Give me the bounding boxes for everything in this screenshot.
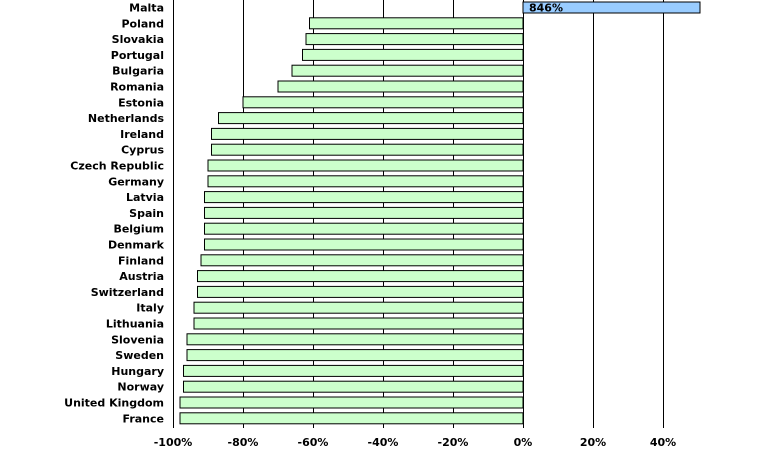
bar-sweden: [186, 349, 524, 362]
bar-spain: [204, 206, 524, 219]
category-label: Cyprus: [121, 144, 164, 157]
bar-france: [179, 412, 524, 425]
category-label: Italy: [136, 302, 164, 315]
bar-slovenia: [186, 333, 524, 346]
category-label: Spain: [129, 207, 164, 220]
x-tick-label: 0%: [514, 436, 533, 449]
x-tick-label: -40%: [368, 436, 399, 449]
category-label: Bulgaria: [112, 65, 164, 78]
category-label: Austria: [119, 270, 164, 283]
bar-bulgaria: [291, 64, 524, 77]
bar-belgium: [204, 222, 524, 235]
bar-netherlands: [218, 112, 524, 125]
category-label: Romania: [110, 81, 164, 94]
bar-denmark: [204, 238, 524, 251]
category-label: Netherlands: [88, 112, 165, 125]
x-tick-label: -20%: [438, 436, 469, 449]
x-tick-labels: -100% -80% -60% -40% -20% 0% 20% 40%: [154, 436, 676, 449]
bar-switzerland: [197, 285, 524, 298]
bar-czech-republic: [207, 159, 524, 172]
bar-malta: [522, 1, 701, 14]
data-labels: 846%: [529, 2, 563, 15]
bar-hungary: [183, 364, 524, 377]
bar-portugal: [302, 48, 524, 61]
bar-estonia: [242, 96, 524, 109]
x-tick-label: -60%: [298, 436, 329, 449]
category-label: Ireland: [120, 128, 164, 141]
category-label: Latvia: [126, 191, 164, 204]
category-label: Norway: [117, 381, 164, 394]
bar-united-kingdom: [179, 396, 524, 409]
x-tick-label: 20%: [580, 436, 606, 449]
category-label: Switzerland: [91, 286, 164, 299]
category-label: Estonia: [118, 96, 164, 109]
bar-austria: [197, 270, 524, 283]
bar-slovakia: [305, 33, 524, 46]
category-label: Lithuania: [106, 318, 164, 331]
category-label: Portugal: [111, 49, 164, 62]
x-tick-label: -100%: [154, 436, 193, 449]
category-label: United Kingdom: [64, 397, 164, 410]
category-label: Slovakia: [112, 33, 164, 46]
category-label: Finland: [118, 254, 164, 267]
category-label: Denmark: [108, 239, 165, 252]
bar-poland: [309, 17, 524, 30]
data-label: 846%: [529, 2, 563, 15]
category-label: Malta: [129, 2, 164, 15]
bar-romania: [277, 80, 524, 93]
category-labels: Malta Poland Slovakia Portugal Bulgaria Roman…: [64, 2, 165, 426]
bar-norway: [183, 380, 524, 393]
bar-italy: [193, 301, 524, 314]
category-label: France: [123, 412, 164, 425]
category-label: Sweden: [115, 349, 164, 362]
x-tick-label: 40%: [650, 436, 676, 449]
category-label: Hungary: [111, 365, 164, 378]
category-label: Slovenia: [111, 333, 164, 346]
bar-finland: [200, 254, 524, 267]
category-label: Germany: [108, 175, 164, 188]
category-label: Poland: [121, 17, 164, 30]
bar-ireland: [211, 127, 524, 140]
category-label: Belgium: [113, 223, 164, 236]
bars: [179, 1, 701, 425]
bar-latvia: [204, 191, 524, 204]
bar-lithuania: [193, 317, 524, 330]
bar-germany: [207, 175, 524, 188]
category-label: Czech Republic: [70, 160, 164, 173]
x-tick-label: -80%: [228, 436, 259, 449]
bar-cyprus: [211, 143, 524, 156]
